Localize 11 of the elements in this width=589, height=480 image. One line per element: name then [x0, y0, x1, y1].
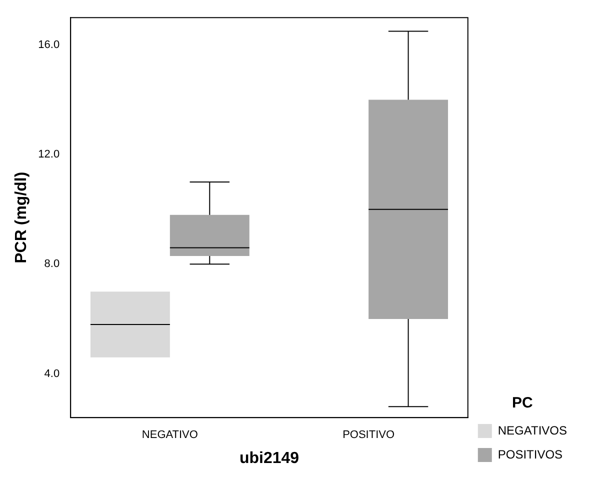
legend-label: POSITIVOS — [498, 447, 563, 462]
x-axis-title: ubi2149 — [239, 450, 300, 467]
x-tick-label: NEGATIVO — [142, 429, 198, 442]
legend-label: NEGATIVOS — [498, 423, 567, 438]
legend-title: PC — [512, 394, 534, 412]
x-tick-label: POSITIVO — [342, 429, 395, 442]
y-tick-label: 4.0 — [44, 368, 60, 380]
y-tick-label: 16.0 — [38, 39, 60, 52]
y-axis-title: PCR (mg/dl) — [13, 172, 30, 264]
y-tick-label: 8.0 — [44, 258, 60, 270]
y-tick-label: 12.0 — [38, 148, 60, 161]
